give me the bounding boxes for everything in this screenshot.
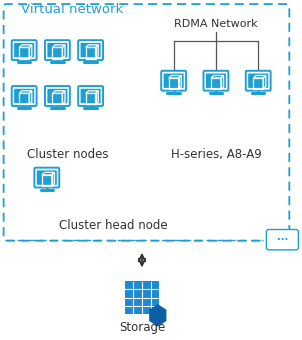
FancyBboxPatch shape bbox=[204, 71, 228, 91]
FancyBboxPatch shape bbox=[14, 89, 34, 103]
FancyBboxPatch shape bbox=[81, 89, 101, 103]
FancyBboxPatch shape bbox=[34, 168, 59, 188]
Text: RDMA Network: RDMA Network bbox=[174, 19, 258, 29]
FancyBboxPatch shape bbox=[161, 71, 186, 91]
Text: Storage: Storage bbox=[119, 321, 165, 334]
Text: Cluster head node: Cluster head node bbox=[59, 219, 168, 232]
FancyBboxPatch shape bbox=[246, 71, 271, 91]
FancyBboxPatch shape bbox=[45, 86, 70, 106]
FancyBboxPatch shape bbox=[81, 43, 101, 57]
FancyBboxPatch shape bbox=[78, 40, 103, 60]
FancyBboxPatch shape bbox=[14, 43, 34, 57]
Text: H-series, A8-A9: H-series, A8-A9 bbox=[171, 148, 261, 161]
FancyBboxPatch shape bbox=[164, 73, 184, 88]
Text: Cluster nodes: Cluster nodes bbox=[27, 148, 109, 161]
FancyBboxPatch shape bbox=[248, 73, 268, 88]
FancyBboxPatch shape bbox=[47, 89, 67, 103]
FancyBboxPatch shape bbox=[45, 40, 70, 60]
Polygon shape bbox=[149, 304, 166, 326]
FancyBboxPatch shape bbox=[4, 4, 289, 241]
FancyBboxPatch shape bbox=[78, 86, 103, 106]
FancyBboxPatch shape bbox=[12, 86, 37, 106]
FancyBboxPatch shape bbox=[266, 230, 298, 250]
FancyBboxPatch shape bbox=[47, 43, 67, 57]
FancyBboxPatch shape bbox=[37, 170, 57, 185]
Text: ···: ··· bbox=[277, 235, 288, 245]
FancyBboxPatch shape bbox=[12, 40, 37, 60]
FancyBboxPatch shape bbox=[206, 73, 226, 88]
Text: Virtual network: Virtual network bbox=[21, 3, 124, 16]
FancyBboxPatch shape bbox=[124, 282, 159, 313]
